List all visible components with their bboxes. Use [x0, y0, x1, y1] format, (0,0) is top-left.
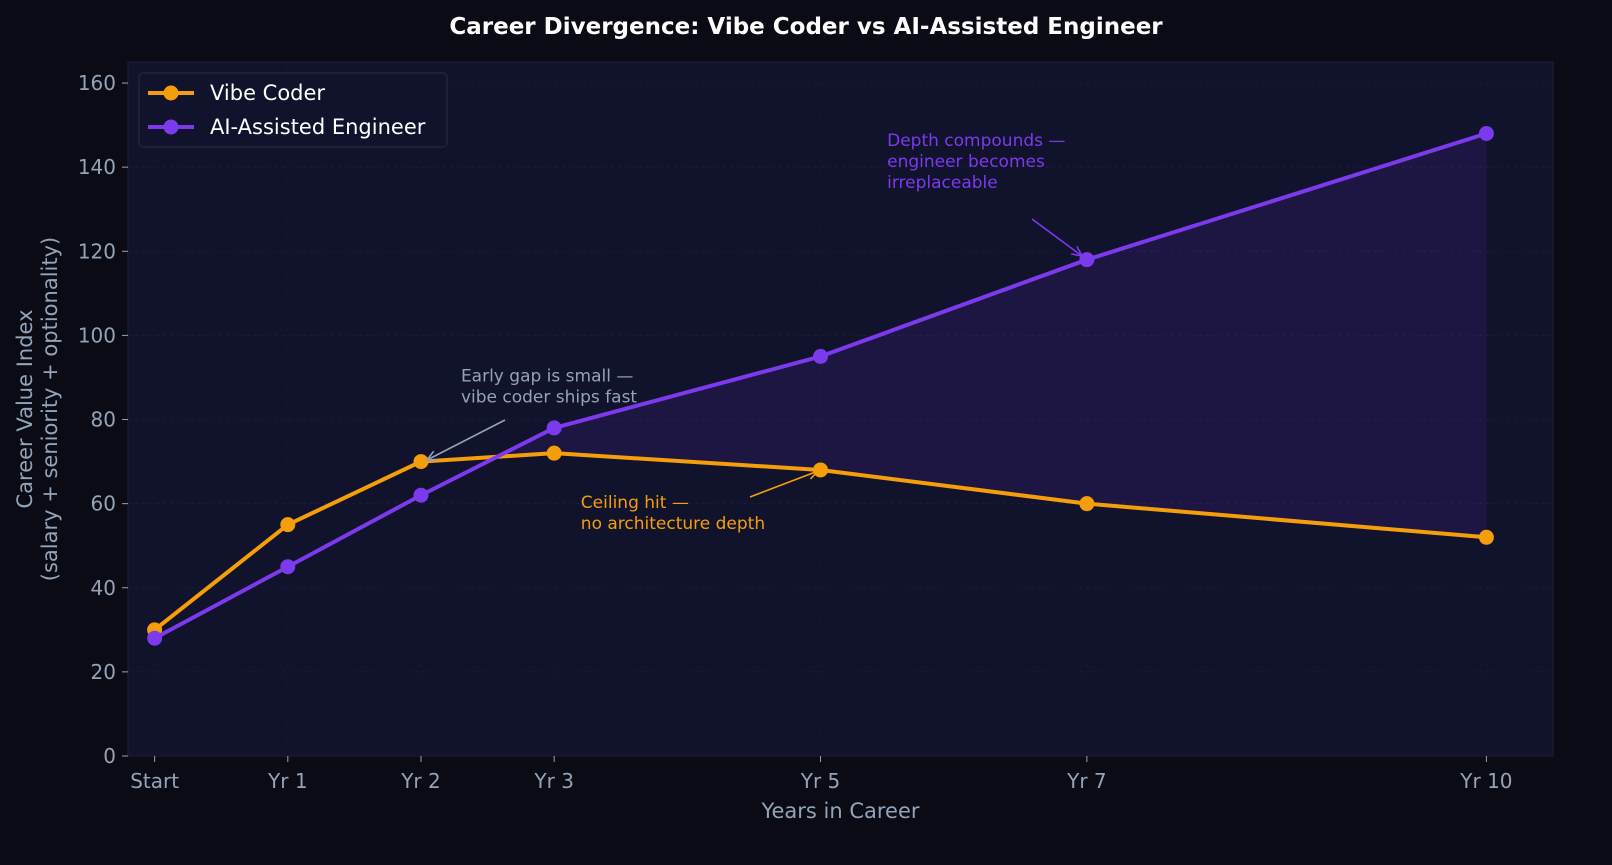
data-point-ai-assisted-engineer — [1079, 252, 1095, 268]
x-tick-label: Yr 5 — [800, 769, 841, 793]
data-point-vibe-coder — [413, 454, 429, 470]
y-tick-label: 80 — [91, 408, 116, 432]
divergence-fill — [497, 133, 1487, 538]
x-tick-label: Yr 10 — [1459, 769, 1512, 793]
data-point-vibe-coder — [280, 517, 296, 533]
data-point-ai-assisted-engineer — [413, 487, 429, 503]
annotation-1: Early gap is small —vibe coder ships fas… — [425, 367, 637, 461]
legend-box — [138, 72, 448, 148]
series-ai-assisted-engineer — [147, 126, 1494, 646]
y-tick-label: 40 — [91, 576, 116, 600]
data-point-vibe-coder — [546, 445, 562, 461]
axes: 0 20 40 60 80 100 120 140 160 Start Yr 1 Yr 2 Yr 3 Yr… — [78, 71, 1513, 793]
legend-marker-vibe-coder — [163, 85, 179, 101]
data-point-ai-assisted-engineer — [1478, 126, 1494, 142]
legend-label-vibe-coder: Vibe Coder — [210, 81, 325, 105]
annotation-text: Depth compounds — — [887, 131, 1065, 151]
y-tick-label: 160 — [78, 71, 116, 95]
x-axis-label: Years in Career — [760, 799, 919, 823]
x-tick-label: Start — [130, 769, 179, 793]
data-point-ai-assisted-engineer — [147, 630, 163, 646]
legend-label-ai-assisted-engineer: AI-Assisted Engineer — [210, 115, 426, 139]
annotation-arrow — [426, 419, 506, 461]
data-point-vibe-coder — [813, 462, 829, 478]
x-tick-label: Yr 2 — [400, 769, 441, 793]
divergence-area — [497, 133, 1487, 538]
y-tick-label: 60 — [91, 492, 116, 516]
annotation-text: no architecture depth — [581, 514, 765, 534]
x-tick-label: Yr 1 — [267, 769, 308, 793]
y-axis-label-line-1: Career Value Index — [13, 309, 37, 508]
y-axis-label-line-2: (salary + seniority + optionality) — [38, 237, 62, 581]
legend: Vibe Coder AI-Assisted Engineer — [138, 72, 448, 148]
annotation-2: Ceiling hit —no architecture depth — [581, 469, 820, 534]
annotation-arrowhead — [1071, 245, 1084, 258]
annotation-text: Ceiling hit — — [581, 493, 689, 513]
y-tick-label: 100 — [78, 323, 116, 347]
y-tick-label: 0 — [103, 744, 116, 768]
annotation-arrowhead — [806, 469, 820, 480]
annotation-text: irreplaceable — [887, 173, 998, 193]
x-tick-label: Yr 7 — [1066, 769, 1107, 793]
series-vibe-coder — [147, 445, 1494, 638]
data-point-vibe-coder — [1478, 529, 1494, 545]
series-lines — [147, 126, 1494, 646]
x-tick-label: Yr 3 — [533, 769, 574, 793]
data-point-ai-assisted-engineer — [546, 420, 562, 436]
data-point-ai-assisted-engineer — [813, 348, 829, 364]
data-point-ai-assisted-engineer — [280, 559, 296, 575]
chart-title: Career Divergence: Vibe Coder vs AI-Assi… — [449, 14, 1163, 40]
y-tick-label: 140 — [78, 155, 116, 179]
annotations: Early gap is small —vibe coder ships fas… — [425, 131, 1084, 534]
data-point-vibe-coder — [1079, 496, 1095, 512]
annotation-text: engineer becomes — [887, 152, 1045, 172]
annotation-arrow — [1031, 218, 1083, 257]
y-axis-label: Career Value Index (salary + seniority + … — [13, 237, 62, 581]
annotation-text: vibe coder ships fast — [461, 388, 637, 408]
annotation-arrow — [749, 470, 819, 498]
legend-marker-ai-assisted-engineer — [163, 119, 179, 135]
y-tick-label: 20 — [91, 660, 116, 684]
annotation-3: Depth compounds —engineer becomesirrepla… — [887, 131, 1084, 258]
annotation-arrowhead — [425, 450, 439, 461]
y-tick-label: 120 — [78, 239, 116, 263]
annotation-text: Early gap is small — — [461, 367, 633, 387]
plot-area — [127, 61, 1554, 757]
